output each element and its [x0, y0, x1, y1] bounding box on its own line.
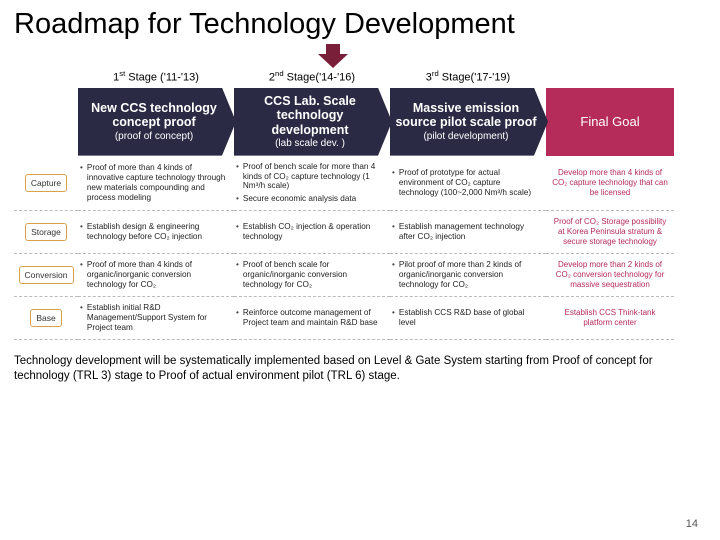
capture-goal: Develop more than 4 kinds of CO₂ capture…	[546, 156, 674, 211]
storage-goal: Proof of CO₂ Storage possibility at Kore…	[546, 211, 674, 254]
row-label-base: Base	[14, 297, 78, 340]
row-label-storage: Storage	[14, 211, 78, 254]
conversion-s1: •Proof of more than 4 kinds of organic/i…	[78, 254, 234, 297]
base-s3: •Establish CCS R&D base of global level	[390, 297, 546, 340]
page-number: 14	[686, 518, 698, 530]
base-s2: •Reinforce outcome management of Project…	[234, 297, 390, 340]
footer-text: Technology development will be systemati…	[14, 354, 706, 385]
row-label-conversion: Conversion	[14, 254, 78, 297]
storage-s3: •Establish management technology after C…	[390, 211, 546, 254]
conversion-s2: •Proof of bench scale for organic/inorga…	[234, 254, 390, 297]
page-title: Roadmap for Technology Development	[14, 8, 706, 41]
conversion-s3: •Pilot proof of more than 2 kinds of org…	[390, 254, 546, 297]
row-label-capture: Capture	[14, 156, 78, 211]
storage-s2: •Establish CO₂ injection & operation tec…	[234, 211, 390, 254]
stage3-box: Massive emission source pilot scale proo…	[390, 88, 546, 156]
final-goal-box: Final Goal	[546, 88, 674, 156]
base-s1: •Establish initial R&D Management/Suppor…	[78, 297, 234, 340]
storage-s1: •Establish design & engineering technolo…	[78, 211, 234, 254]
capture-s3: •Proof of prototype for actual environme…	[390, 156, 546, 211]
capture-s2: •Proof of bench scale for more than 4 ki…	[234, 156, 390, 211]
stage2-box: CCS Lab. Scale technology development(la…	[234, 88, 390, 156]
stage1-header: 1st Stage ('11-'13)	[78, 67, 234, 88]
stage2-header: 2nd Stage('14-'16)	[234, 67, 390, 88]
arrow-down-icon	[318, 44, 348, 68]
capture-s1: •Proof of more than 4 kinds of innovativ…	[78, 156, 234, 211]
stage1-box: New CCS technology concept proof(proof o…	[78, 88, 234, 156]
conversion-goal: Develop more than 2 kinds of CO₂ convers…	[546, 254, 674, 297]
stage3-header: 3rd Stage('17-'19)	[390, 67, 546, 88]
base-goal: Establish CCS Think-tank platform center	[546, 297, 674, 340]
roadmap-grid: 1st Stage ('11-'13) 2nd Stage('14-'16) 3…	[14, 67, 706, 340]
